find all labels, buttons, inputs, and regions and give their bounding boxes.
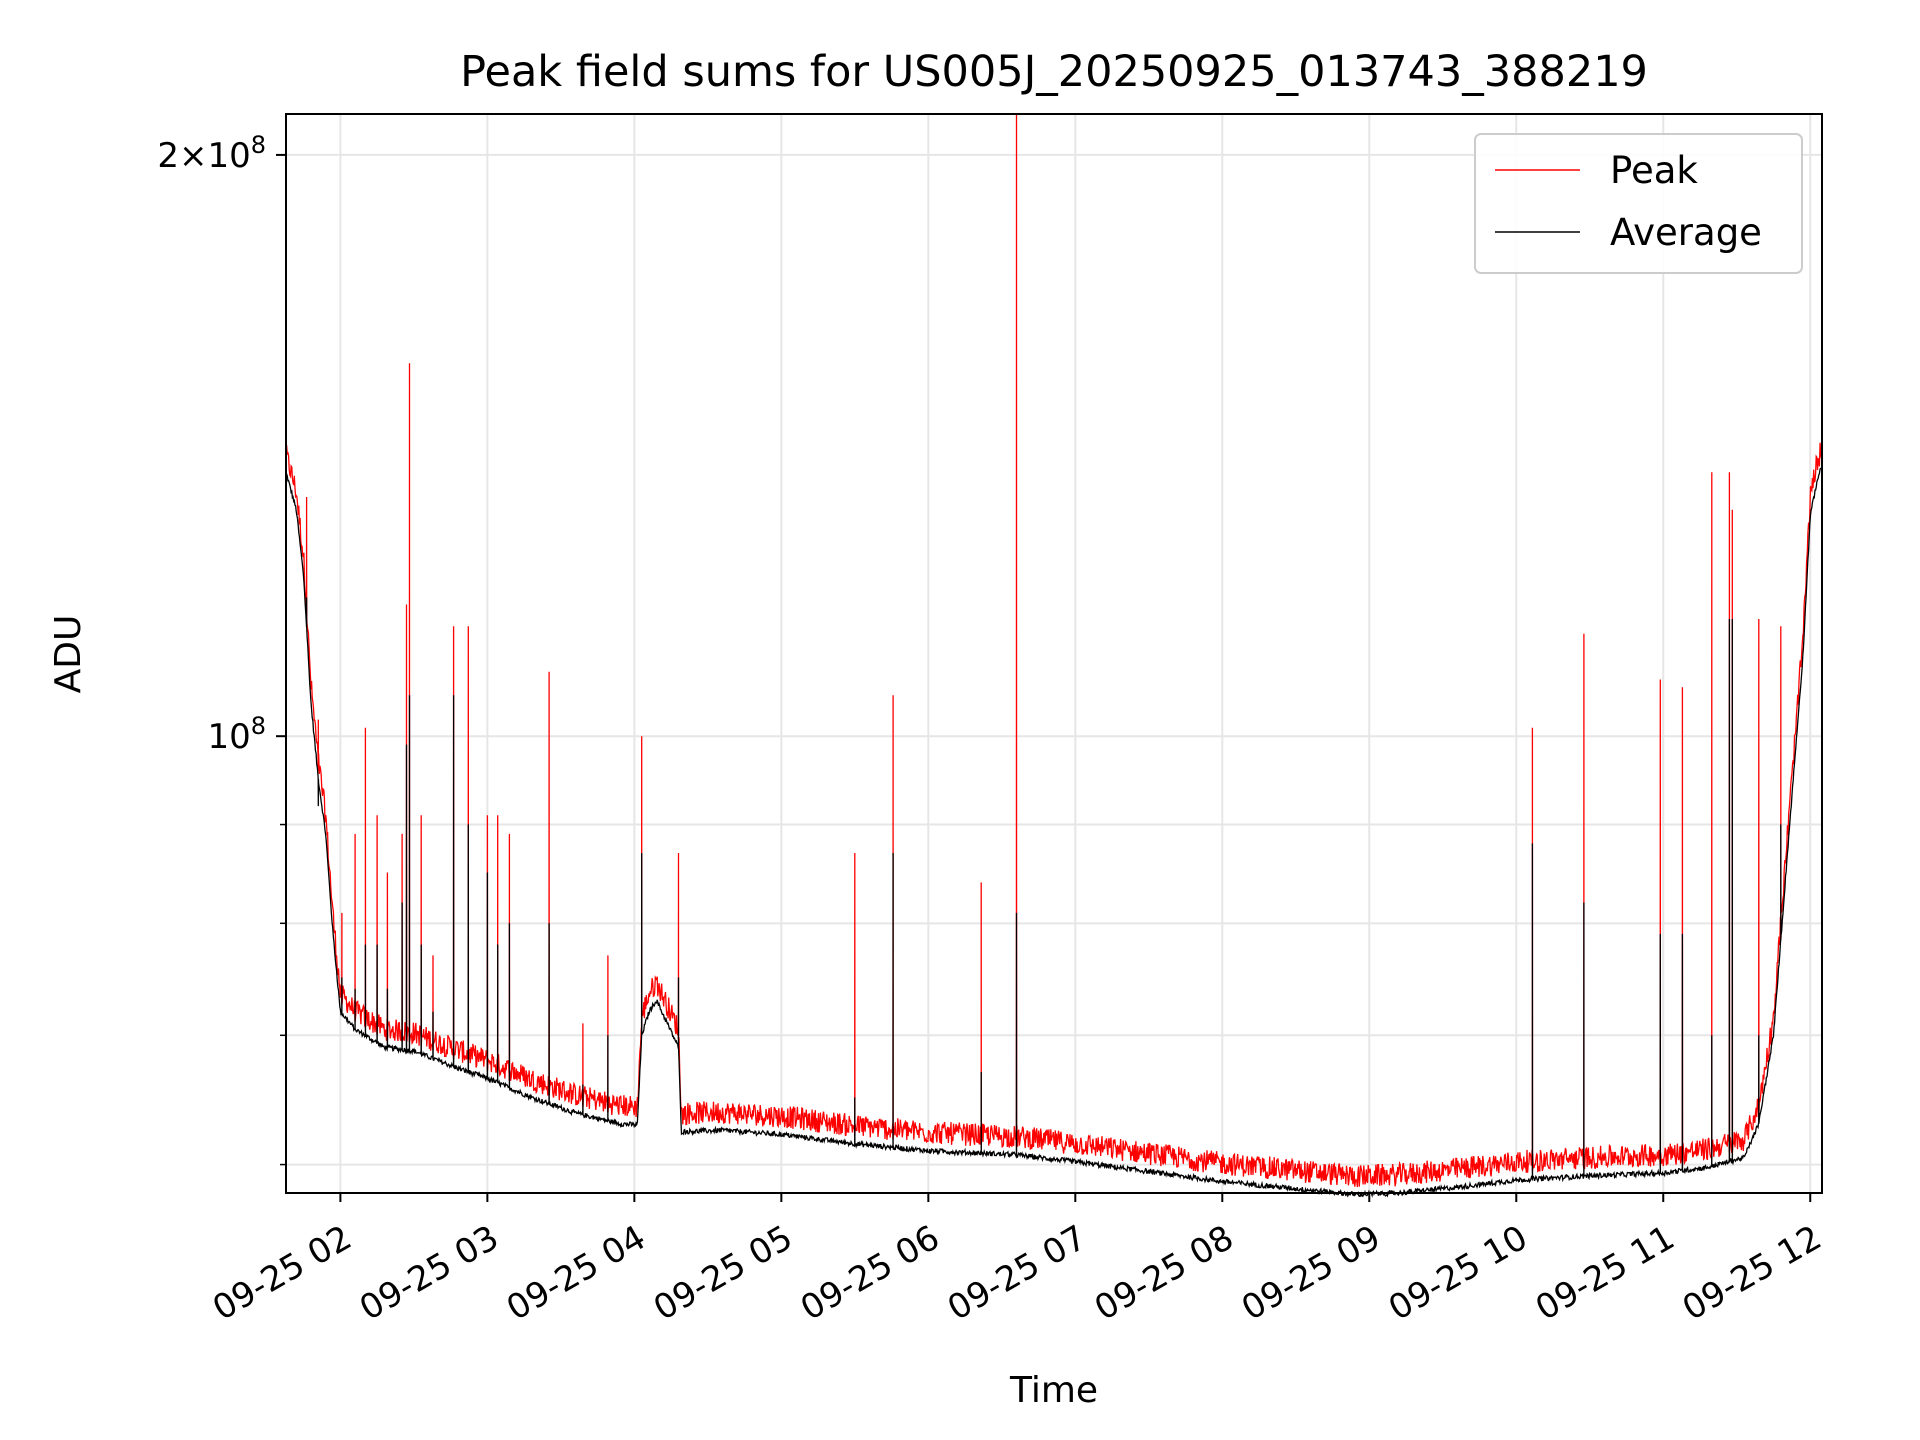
legend-box: [1474, 133, 1803, 274]
plot-frame: [285, 113, 1823, 1194]
y-tick-label-1: 2×108: [157, 131, 266, 176]
x-axis-label: Time: [1009, 1370, 1098, 1411]
series-line-average: [285, 466, 1823, 1198]
legend-label-peak: Peak: [1610, 149, 1698, 192]
legend-label-average: Average: [1610, 211, 1762, 254]
y-tick-exponent-0: 8: [251, 712, 266, 740]
series-line-peak: [285, 113, 1823, 1188]
y-axis-label: ADU: [48, 615, 89, 694]
y-tick-exponent-1: 8: [251, 131, 266, 159]
chart-title: Peak field sums for US005J_20250925_0137…: [460, 47, 1648, 97]
legend: Peak Average: [1474, 133, 1803, 274]
series-layer: [285, 113, 1823, 1198]
grid: [286, 114, 1822, 1193]
